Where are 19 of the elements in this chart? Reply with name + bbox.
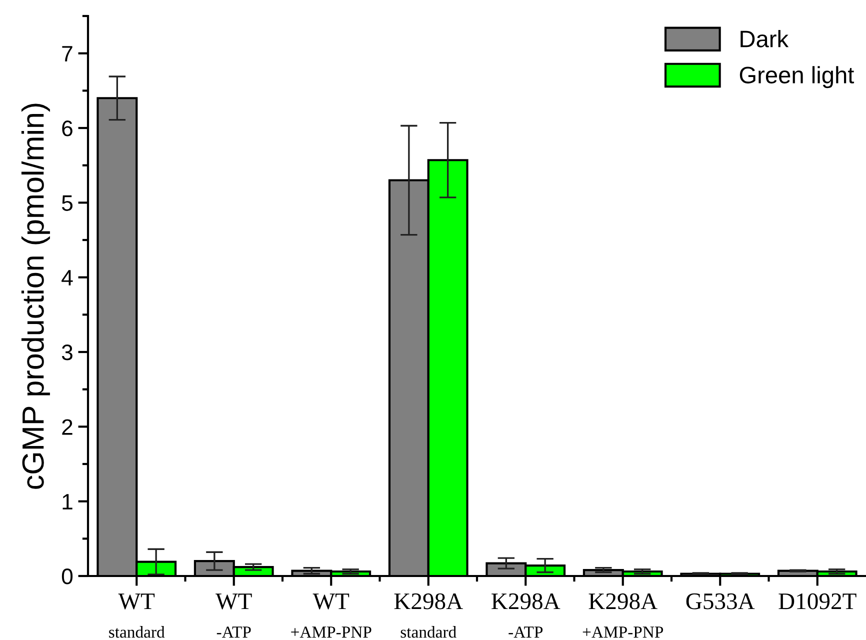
x-tick-label: WT -ATP bbox=[216, 594, 252, 638]
y-tick-label: 3 bbox=[62, 344, 72, 360]
x-tick-label: K298A +AMP-PNP bbox=[582, 593, 664, 638]
y-tick-label: 6 bbox=[62, 120, 72, 136]
legend-label: Green light bbox=[740, 66, 854, 88]
y-tick-label: 0 bbox=[62, 568, 73, 584]
y-tick-label: 2 bbox=[62, 419, 72, 435]
x-tick-label: K298A standard bbox=[394, 593, 463, 638]
x-tick-label: WT standard bbox=[109, 594, 165, 638]
x-tick-label: K298A -ATP bbox=[492, 593, 560, 638]
x-tick-label: G533A bbox=[686, 593, 755, 610]
legend-label: Dark bbox=[740, 30, 789, 48]
x-tick-label: D1092T bbox=[778, 593, 856, 610]
y-axis-title: cGMP production (pmol/min) bbox=[21, 104, 50, 489]
x-tick-label: WT +AMP-PNP bbox=[291, 594, 372, 638]
y-tick-label: 4 bbox=[62, 270, 73, 286]
y-tick-label: 1 bbox=[62, 494, 72, 510]
y-tick-label: 5 bbox=[62, 195, 72, 211]
y-tick-label: 7 bbox=[62, 46, 72, 62]
